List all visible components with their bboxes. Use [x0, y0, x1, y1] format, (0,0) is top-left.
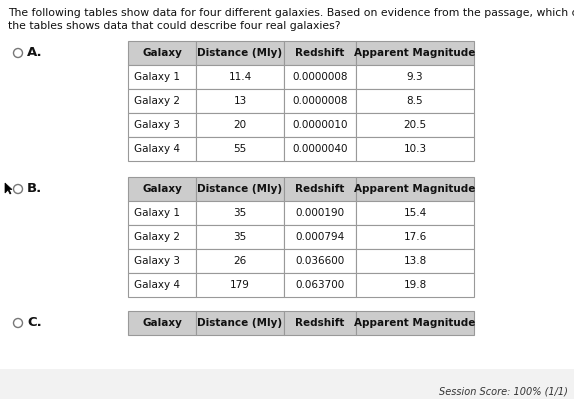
- Text: Apparent Magnitude: Apparent Magnitude: [354, 48, 476, 58]
- Bar: [284, 41, 356, 65]
- Text: 0.000190: 0.000190: [296, 208, 344, 218]
- Bar: [284, 311, 356, 335]
- Text: Apparent Magnitude: Apparent Magnitude: [354, 318, 476, 328]
- Text: 0.0000010: 0.0000010: [292, 120, 348, 130]
- Bar: [128, 89, 196, 113]
- Polygon shape: [5, 183, 12, 194]
- Bar: [128, 177, 196, 201]
- Text: The following tables show data for four different galaxies. Based on evidence fr: The following tables show data for four …: [8, 8, 574, 18]
- Bar: [196, 113, 284, 137]
- Bar: [196, 65, 284, 89]
- Bar: [284, 225, 356, 249]
- Text: the tables shows data that could describe four real galaxies?: the tables shows data that could describ…: [8, 21, 340, 31]
- Text: Galaxy 3: Galaxy 3: [134, 120, 180, 130]
- Text: Distance (Mly): Distance (Mly): [197, 318, 282, 328]
- Bar: [128, 201, 196, 225]
- Bar: [284, 177, 356, 201]
- Text: 179: 179: [230, 280, 250, 290]
- Text: Galaxy 2: Galaxy 2: [134, 232, 180, 242]
- Text: 9.3: 9.3: [407, 72, 423, 82]
- Text: B.: B.: [27, 182, 42, 196]
- Text: 15.4: 15.4: [404, 208, 426, 218]
- Text: Galaxy 1: Galaxy 1: [134, 208, 180, 218]
- Text: Distance (Mly): Distance (Mly): [197, 48, 282, 58]
- Text: 35: 35: [234, 208, 247, 218]
- Text: Session Score: 100% (1/1): Session Score: 100% (1/1): [439, 386, 568, 396]
- Text: 20.5: 20.5: [404, 120, 426, 130]
- Text: 10.3: 10.3: [404, 144, 426, 154]
- Bar: [284, 65, 356, 89]
- Text: A.: A.: [27, 47, 42, 59]
- Text: 19.8: 19.8: [404, 280, 426, 290]
- Text: 26: 26: [234, 256, 247, 266]
- Bar: [356, 249, 474, 273]
- Bar: [284, 89, 356, 113]
- Bar: [128, 41, 196, 65]
- Bar: [196, 249, 284, 273]
- Text: 55: 55: [234, 144, 247, 154]
- Bar: [356, 225, 474, 249]
- Text: Redshift: Redshift: [295, 184, 345, 194]
- Text: Redshift: Redshift: [295, 318, 345, 328]
- Text: 17.6: 17.6: [404, 232, 426, 242]
- Text: Galaxy: Galaxy: [142, 48, 182, 58]
- Text: 20: 20: [234, 120, 247, 130]
- Bar: [128, 311, 196, 335]
- Bar: [196, 137, 284, 161]
- Text: 0.0000040: 0.0000040: [292, 144, 348, 154]
- Text: 13: 13: [234, 96, 247, 106]
- Bar: [196, 311, 284, 335]
- Text: 0.0000008: 0.0000008: [292, 72, 348, 82]
- Bar: [0, 369, 574, 399]
- Text: 11.4: 11.4: [228, 72, 251, 82]
- Text: Redshift: Redshift: [295, 48, 345, 58]
- Text: 8.5: 8.5: [407, 96, 423, 106]
- Text: Galaxy: Galaxy: [142, 318, 182, 328]
- Bar: [128, 113, 196, 137]
- Bar: [196, 225, 284, 249]
- Text: C.: C.: [27, 316, 42, 330]
- Bar: [284, 201, 356, 225]
- Bar: [284, 273, 356, 297]
- Bar: [356, 41, 474, 65]
- Bar: [196, 89, 284, 113]
- Bar: [356, 113, 474, 137]
- Bar: [356, 65, 474, 89]
- Bar: [356, 89, 474, 113]
- Text: Galaxy 4: Galaxy 4: [134, 144, 180, 154]
- Text: Galaxy 1: Galaxy 1: [134, 72, 180, 82]
- Text: Galaxy: Galaxy: [142, 184, 182, 194]
- Text: 13.8: 13.8: [404, 256, 426, 266]
- Bar: [284, 137, 356, 161]
- Bar: [356, 137, 474, 161]
- Bar: [196, 273, 284, 297]
- Bar: [196, 41, 284, 65]
- Text: Galaxy 3: Galaxy 3: [134, 256, 180, 266]
- Text: Distance (Mly): Distance (Mly): [197, 184, 282, 194]
- Text: 0.0000008: 0.0000008: [292, 96, 348, 106]
- Bar: [128, 65, 196, 89]
- Bar: [356, 273, 474, 297]
- Bar: [356, 201, 474, 225]
- Text: Apparent Magnitude: Apparent Magnitude: [354, 184, 476, 194]
- Bar: [196, 201, 284, 225]
- Text: 0.063700: 0.063700: [296, 280, 344, 290]
- Bar: [128, 249, 196, 273]
- Bar: [284, 249, 356, 273]
- Bar: [356, 311, 474, 335]
- Text: 35: 35: [234, 232, 247, 242]
- Bar: [196, 177, 284, 201]
- Bar: [356, 177, 474, 201]
- Text: 0.000794: 0.000794: [296, 232, 344, 242]
- Text: Galaxy 2: Galaxy 2: [134, 96, 180, 106]
- Bar: [284, 113, 356, 137]
- Text: 0.036600: 0.036600: [296, 256, 344, 266]
- Bar: [128, 137, 196, 161]
- Bar: [128, 225, 196, 249]
- Bar: [128, 273, 196, 297]
- Text: Galaxy 4: Galaxy 4: [134, 280, 180, 290]
